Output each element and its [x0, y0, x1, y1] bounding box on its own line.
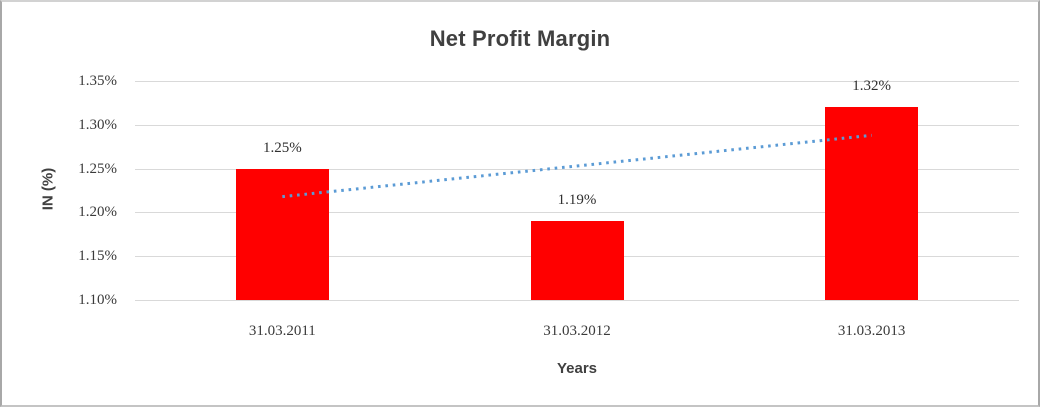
data-label: 1.25% [262, 139, 302, 156]
gridline [135, 300, 1019, 301]
x-tick-label: 31.03.2013 [837, 323, 906, 339]
y-tick-label: 1.35% [78, 73, 117, 89]
x-axis-title: Years [556, 360, 598, 377]
y-axis-tick-labels: 1.35% 1.30% 1.25% 1.20% 1.15% 1.10% [2, 73, 117, 311]
bar-31.03.2012 [530, 221, 624, 300]
plot-area: 1.25% 1.19% 1.32% [135, 78, 1019, 301]
y-tick-label: 1.30% [78, 116, 117, 133]
x-tick-label: 31.03.2011 [248, 323, 316, 339]
y-tick-label: 1.15% [78, 248, 117, 265]
y-tick-label: 1.20% [78, 204, 117, 221]
chart-title: Net Profit Margin [429, 26, 611, 51]
gridline [135, 212, 1019, 214]
data-label: 1.32% [852, 78, 892, 95]
gridline [135, 168, 1019, 170]
x-axis-tick-labels: 31.03.2011 31.03.2012 31.03.2013 [135, 322, 1019, 342]
data-label: 1.19% [557, 192, 597, 209]
x-tick-label: 31.03.2012 [543, 323, 611, 339]
bar-31.03.2011 [235, 168, 329, 300]
y-tick-label: 1.10% [78, 292, 117, 308]
trendline [282, 133, 872, 199]
bar-31.03.2013 [825, 107, 919, 300]
gridline [135, 124, 1019, 126]
y-tick-label: 1.25% [78, 160, 117, 177]
gridline [135, 81, 1019, 82]
